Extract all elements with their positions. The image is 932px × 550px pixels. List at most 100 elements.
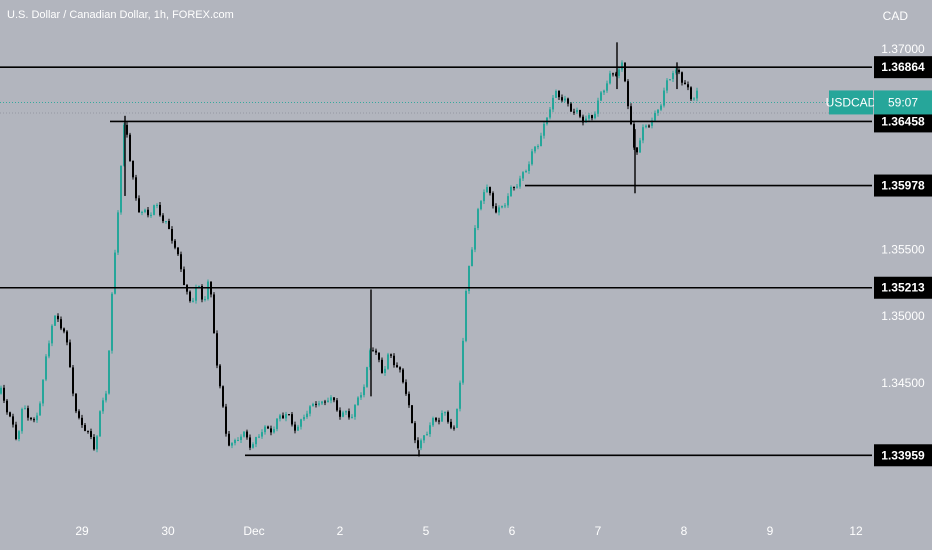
candle-body: [600, 92, 602, 101]
candle-body: [6, 400, 8, 413]
candle-body: [141, 211, 143, 213]
candle-body: [504, 205, 506, 207]
candle-body: [363, 386, 365, 396]
time-tick-label: 29: [75, 524, 89, 538]
candle-body: [60, 319, 62, 329]
candle-body: [645, 125, 647, 128]
candle-body: [42, 379, 44, 404]
candle-body: [51, 325, 53, 344]
time-tick-label: 5: [423, 524, 430, 538]
candle-body: [309, 406, 311, 414]
candle-body: [225, 406, 227, 434]
candle-body: [447, 412, 449, 422]
candle-body: [690, 87, 692, 100]
candle-body: [198, 286, 200, 288]
candle-body: [669, 79, 671, 81]
candle-body: [159, 204, 161, 216]
chart-title: U.S. Dollar / Canadian Dollar, 1h, FOREX…: [7, 9, 234, 21]
candle-body: [480, 201, 482, 210]
candle-body: [588, 115, 590, 119]
candle-body: [0, 387, 2, 394]
candles-group: [0, 42, 698, 457]
candle-body: [105, 393, 107, 401]
candle-body: [642, 127, 644, 141]
level-price-label: 1.36864: [881, 60, 925, 74]
candle-body: [453, 427, 455, 429]
candle-body: [261, 432, 263, 437]
candle-body: [327, 400, 329, 403]
candle-body: [483, 192, 485, 202]
candle-body: [81, 417, 83, 425]
candle-body: [384, 368, 386, 373]
time-tick-label: 6: [509, 524, 516, 538]
candle-body: [312, 403, 314, 407]
candle-body: [459, 382, 461, 409]
level-price-label: 1.33959: [881, 448, 925, 462]
candle-body: [255, 437, 257, 445]
candle-body: [516, 186, 518, 188]
level-label-bg: [874, 56, 932, 79]
candle-body: [39, 403, 41, 416]
candle-body: [57, 315, 59, 320]
candle-body: [87, 430, 89, 432]
candle-body: [609, 73, 611, 84]
candle-body: [201, 286, 203, 300]
candle-body: [366, 367, 368, 387]
candle-body: [423, 435, 425, 441]
candle-body: [99, 411, 101, 437]
candle-body: [579, 110, 581, 117]
candle-body: [168, 220, 170, 230]
candle-body: [672, 73, 674, 80]
candle-body: [174, 240, 176, 248]
candle-body: [414, 423, 416, 441]
candle-body: [477, 209, 479, 228]
candle-body: [24, 408, 26, 410]
candle-body: [294, 424, 296, 431]
candle-body: [285, 414, 287, 419]
candle-body: [471, 249, 473, 266]
candle-body: [63, 328, 65, 332]
time-tick-label: 12: [849, 524, 863, 538]
candle-body: [180, 254, 182, 270]
candle-body: [675, 69, 677, 74]
candle-body: [381, 359, 383, 373]
candle-body: [18, 431, 20, 440]
candle-body: [240, 436, 242, 441]
candle-body: [246, 431, 248, 438]
candle-body: [36, 415, 38, 421]
time-axis[interactable]: 29 30 Dec 2 5 6 7 8 9 12: [75, 524, 863, 538]
candle-body: [282, 415, 284, 419]
candle-body: [315, 403, 317, 405]
candle-body: [537, 146, 539, 148]
candle-body: [264, 426, 266, 433]
candle-body: [177, 247, 179, 255]
level-price-label: 1.35978: [881, 179, 925, 193]
candle-body: [204, 299, 206, 301]
candle-body: [96, 436, 98, 450]
candle-body: [678, 69, 680, 73]
price-axis[interactable]: 1.37000 1.35500 1.35000 1.34500: [881, 42, 925, 390]
candle-body: [78, 411, 80, 418]
time-tick-label: 30: [161, 524, 175, 538]
candle-body: [492, 193, 494, 207]
candle-body: [348, 411, 350, 418]
candle-body: [639, 140, 641, 153]
candle-body: [450, 421, 452, 428]
candle-body: [540, 135, 542, 147]
candle-body: [297, 426, 299, 431]
candle-body: [660, 105, 662, 110]
candle-body: [663, 90, 665, 106]
price-tick-label: 1.35500: [881, 242, 925, 256]
candle-body: [9, 412, 11, 417]
candle-body: [162, 215, 164, 222]
level-label-bg: [874, 174, 932, 197]
candle-body: [303, 417, 305, 420]
candle-body: [615, 73, 617, 76]
candle-body: [333, 397, 335, 401]
level-price-label: 1.36458: [881, 114, 925, 128]
candle-body: [558, 90, 560, 98]
candle-body: [165, 220, 167, 222]
candle-body: [183, 269, 185, 286]
candle-body: [693, 98, 695, 100]
